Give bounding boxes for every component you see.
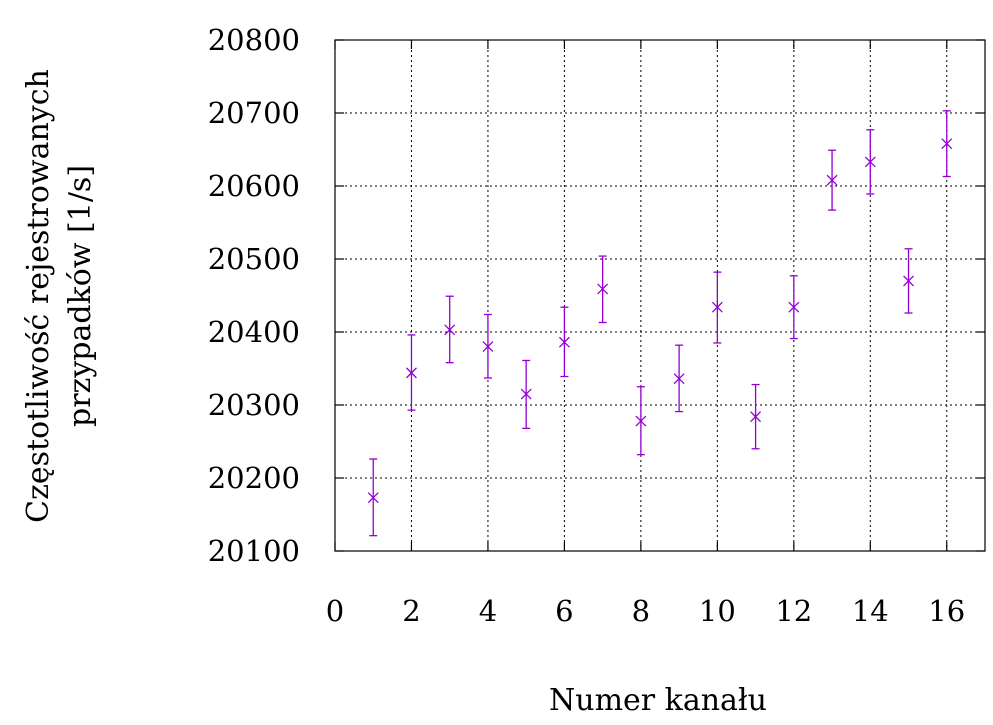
marker-x: [635, 415, 647, 427]
data-point: [826, 149, 838, 211]
data-point: [520, 359, 532, 430]
marker-x: [864, 156, 876, 168]
x-tick-label: 8: [632, 594, 650, 628]
y-tick-label: 20700: [208, 96, 300, 130]
marker-x: [367, 492, 379, 504]
marker-x: [520, 388, 532, 400]
x-tick-label: 2: [402, 594, 420, 628]
data-series: [367, 110, 953, 537]
data-point: [482, 313, 494, 379]
x-tick-label: 14: [852, 594, 889, 628]
y-axis-tick-labels: 20100 20200 20300 20400 20500 20600 20700 20800: [208, 23, 300, 568]
data-point: [788, 275, 800, 340]
x-tick-label: 6: [555, 594, 573, 628]
y-axis-title-line-2: przypadków [1/s]: [63, 165, 98, 427]
marker-x: [444, 324, 456, 336]
data-point: [558, 306, 570, 378]
y-tick-label: 20200: [208, 461, 300, 495]
x-tick-label: 16: [928, 594, 965, 628]
marker-x: [788, 301, 800, 313]
marker-x: [673, 373, 685, 385]
marker-x: [597, 283, 609, 295]
y-tick-label: 20500: [208, 242, 300, 276]
marker-x: [750, 411, 762, 423]
y-tick-label: 20800: [208, 23, 300, 57]
data-point: [711, 271, 723, 344]
marker-x: [406, 367, 417, 379]
data-point: [750, 383, 762, 450]
x-axis-title: Numer kanału: [549, 683, 767, 718]
plot-area-frame: [334, 39, 986, 552]
marker-x: [711, 301, 723, 313]
data-point: [903, 248, 914, 314]
data-point: [367, 458, 379, 537]
data-point: [406, 334, 417, 411]
data-point: [673, 344, 685, 413]
data-point: [444, 295, 456, 364]
x-tick-label: 0: [326, 594, 344, 628]
x-axis-tick-labels: 0 2 4 6 8 10 12 14 16: [326, 594, 965, 628]
y-tick-label: 20600: [208, 169, 300, 203]
marker-x: [941, 138, 953, 150]
marker-x: [558, 336, 570, 348]
marker-x: [903, 275, 914, 287]
data-point: [635, 386, 647, 456]
grid-lines: [335, 40, 985, 551]
y-axis-title: Częstotliwość rejestrowanych przypadków …: [21, 69, 98, 523]
data-point: [864, 129, 876, 195]
y-tick-label: 20400: [208, 315, 300, 349]
axis-ticks: [334, 39, 985, 552]
y-axis-title-line-1: Częstotliwość rejestrowanych: [21, 69, 56, 523]
x-tick-label: 12: [775, 594, 812, 628]
y-tick-label: 20100: [208, 534, 300, 568]
x-tick-label: 4: [479, 594, 497, 628]
marker-x: [826, 174, 838, 186]
marker-x: [482, 341, 494, 353]
data-point: [597, 255, 609, 324]
y-tick-label: 20300: [208, 388, 300, 422]
x-tick-label: 10: [699, 594, 736, 628]
data-point: [941, 110, 953, 178]
